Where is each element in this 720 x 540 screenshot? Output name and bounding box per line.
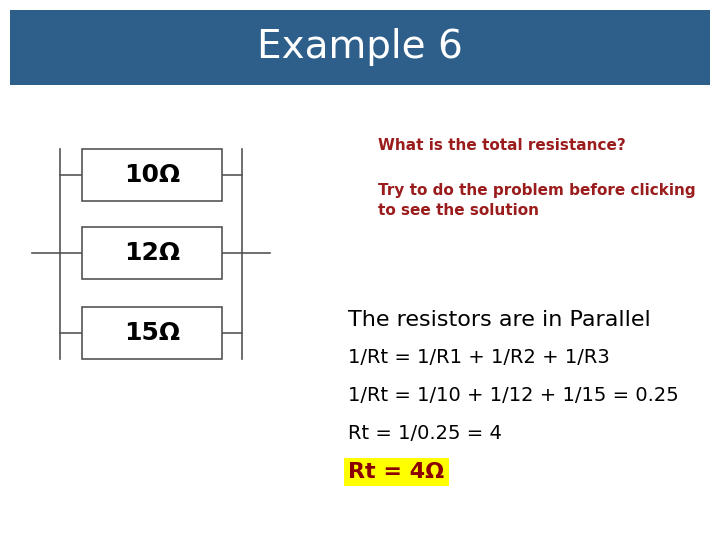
- Text: 1/Rt = 1/10 + 1/12 + 1/15 = 0.25: 1/Rt = 1/10 + 1/12 + 1/15 = 0.25: [348, 386, 679, 405]
- Text: 15Ω: 15Ω: [124, 321, 180, 345]
- Text: Example 6: Example 6: [257, 29, 463, 66]
- Text: Rt = 4Ω: Rt = 4Ω: [348, 462, 444, 482]
- Text: 1/Rt = 1/R1 + 1/R2 + 1/R3: 1/Rt = 1/R1 + 1/R2 + 1/R3: [348, 348, 610, 367]
- Text: The resistors are in Parallel: The resistors are in Parallel: [348, 310, 651, 330]
- Text: 12Ω: 12Ω: [124, 241, 180, 265]
- Text: Rt = 1/0.25 = 4: Rt = 1/0.25 = 4: [348, 424, 502, 443]
- Bar: [82, 149, 222, 201]
- Bar: [10, 10, 710, 85]
- Text: Try to do the problem before clicking
to see the solution: Try to do the problem before clicking to…: [378, 183, 696, 218]
- Text: What is the total resistance?: What is the total resistance?: [378, 138, 626, 153]
- Bar: [82, 227, 222, 279]
- Bar: [82, 307, 222, 359]
- Text: 10Ω: 10Ω: [124, 163, 180, 187]
